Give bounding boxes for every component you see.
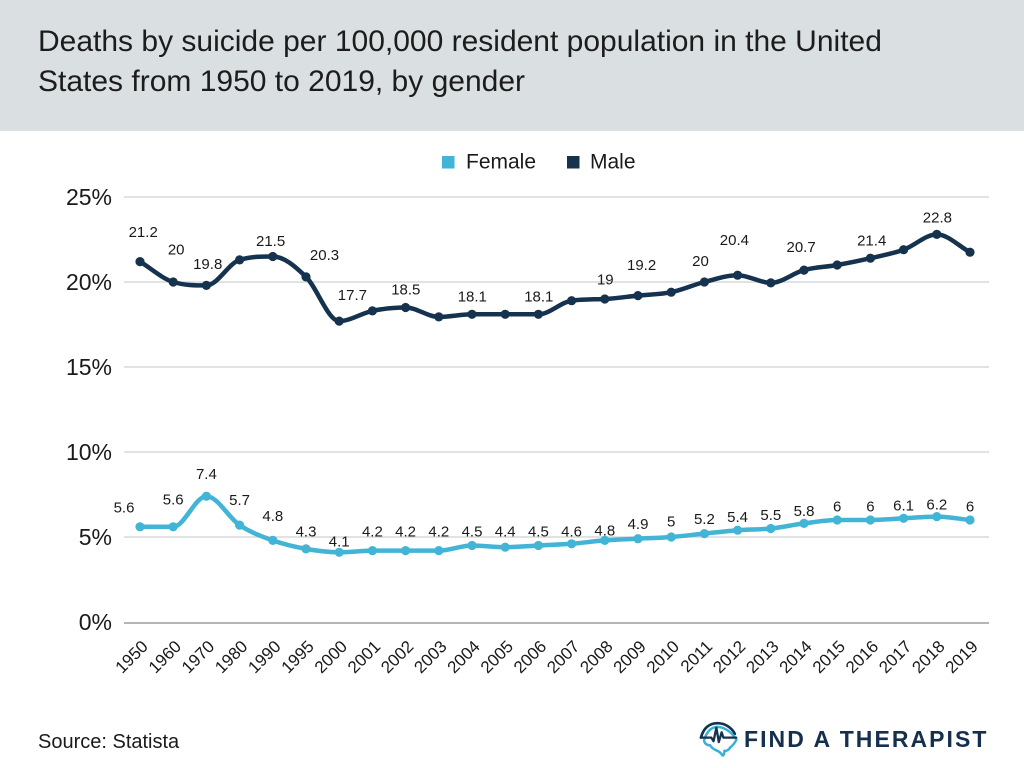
svg-text:1995: 1995 [278, 637, 318, 677]
svg-text:4.5: 4.5 [528, 523, 549, 540]
svg-text:5.6: 5.6 [163, 491, 184, 508]
svg-text:4.9: 4.9 [628, 516, 649, 533]
svg-text:4.5: 4.5 [462, 523, 483, 540]
svg-text:19.2: 19.2 [627, 257, 656, 274]
svg-text:Male: Male [590, 151, 636, 174]
svg-text:21.4: 21.4 [857, 233, 886, 250]
svg-text:2018: 2018 [908, 637, 948, 677]
svg-text:1970: 1970 [178, 637, 218, 677]
svg-text:2002: 2002 [377, 637, 417, 677]
svg-text:5%: 5% [79, 524, 112, 550]
svg-text:4.1: 4.1 [329, 533, 350, 550]
svg-text:5.7: 5.7 [229, 492, 250, 509]
svg-text:2015: 2015 [809, 637, 849, 677]
svg-text:1990: 1990 [244, 637, 284, 677]
svg-text:5.2: 5.2 [694, 511, 715, 528]
svg-text:2004: 2004 [444, 637, 484, 677]
svg-text:19.8: 19.8 [193, 256, 222, 273]
svg-text:2012: 2012 [709, 637, 749, 677]
svg-text:2007: 2007 [543, 637, 583, 677]
svg-text:4.2: 4.2 [428, 523, 449, 540]
svg-text:2019: 2019 [942, 637, 982, 677]
svg-text:5.4: 5.4 [727, 509, 748, 526]
svg-text:1980: 1980 [211, 637, 251, 677]
svg-text:2013: 2013 [742, 637, 782, 677]
svg-text:4.4: 4.4 [495, 523, 516, 540]
svg-text:4.2: 4.2 [362, 523, 383, 540]
svg-text:20: 20 [168, 241, 185, 258]
svg-text:5: 5 [667, 514, 675, 531]
svg-text:18.1: 18.1 [524, 289, 553, 306]
svg-text:18.5: 18.5 [391, 282, 420, 299]
svg-text:20.3: 20.3 [310, 247, 339, 264]
svg-text:18.1: 18.1 [458, 289, 487, 306]
svg-text:17.7: 17.7 [338, 287, 367, 304]
svg-text:4.8: 4.8 [594, 523, 615, 540]
svg-text:6: 6 [966, 499, 974, 516]
svg-text:6.2: 6.2 [926, 496, 947, 513]
svg-text:20.4: 20.4 [720, 232, 749, 249]
svg-text:6.1: 6.1 [893, 497, 914, 514]
svg-text:2017: 2017 [875, 637, 915, 677]
svg-text:10%: 10% [66, 439, 112, 465]
svg-text:7.4: 7.4 [196, 466, 217, 483]
svg-text:4.6: 4.6 [561, 524, 582, 541]
svg-text:5.8: 5.8 [794, 503, 815, 520]
svg-text:1960: 1960 [145, 637, 185, 677]
svg-text:20: 20 [692, 253, 709, 270]
svg-text:20.7: 20.7 [786, 239, 815, 256]
svg-text:2000: 2000 [311, 637, 351, 677]
svg-text:19: 19 [597, 272, 614, 289]
svg-text:1950: 1950 [112, 637, 152, 677]
svg-text:21.5: 21.5 [256, 233, 285, 250]
svg-text:2005: 2005 [477, 637, 517, 677]
svg-text:2001: 2001 [344, 637, 384, 677]
svg-text:5.5: 5.5 [760, 507, 781, 524]
svg-text:6: 6 [866, 499, 874, 516]
svg-text:2003: 2003 [410, 637, 450, 677]
svg-text:5.6: 5.6 [114, 499, 135, 516]
svg-text:2014: 2014 [776, 637, 816, 677]
svg-text:4.2: 4.2 [395, 523, 416, 540]
svg-text:2011: 2011 [677, 637, 716, 676]
svg-text:2016: 2016 [842, 637, 882, 677]
svg-text:0%: 0% [79, 609, 112, 635]
svg-text:21.2: 21.2 [129, 224, 158, 241]
svg-text:15%: 15% [66, 354, 112, 380]
svg-text:Female: Female [466, 151, 536, 174]
svg-text:20%: 20% [66, 269, 112, 295]
svg-text:22.8: 22.8 [923, 210, 952, 227]
svg-text:2009: 2009 [610, 637, 650, 677]
svg-text:2006: 2006 [510, 637, 550, 677]
svg-text:4.8: 4.8 [262, 508, 283, 525]
svg-text:25%: 25% [66, 184, 112, 210]
svg-text:2010: 2010 [643, 637, 683, 677]
svg-text:2008: 2008 [576, 637, 616, 677]
svg-text:4.3: 4.3 [296, 523, 317, 540]
svg-text:6: 6 [833, 499, 841, 516]
